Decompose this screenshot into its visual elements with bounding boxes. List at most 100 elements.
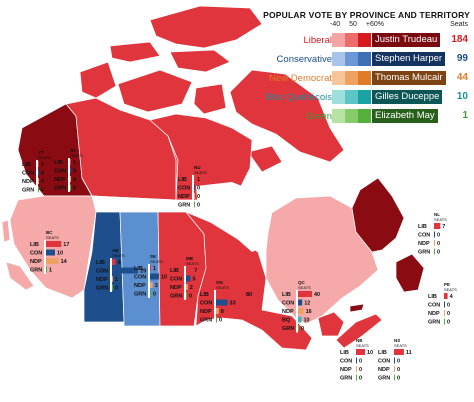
callout-seat-bar bbox=[434, 231, 435, 238]
callout-seat-bar bbox=[194, 184, 195, 191]
legend-row-conservative: Conservative Stephen Harper 99 bbox=[252, 50, 470, 69]
legend-title: POPULAR VOTE BY PROVINCE AND TERRITORY bbox=[263, 10, 470, 20]
callout-party-label: CON bbox=[200, 301, 212, 307]
legend-swatch bbox=[358, 52, 371, 66]
legend-party-name: Green bbox=[305, 111, 332, 122]
legend-swatch bbox=[358, 90, 371, 104]
arctic-islands bbox=[79, 5, 345, 173]
callout-party-label: GRN bbox=[22, 188, 34, 194]
callout-seat-number: 0 bbox=[447, 303, 450, 309]
callout-seat-number: 1 bbox=[73, 160, 76, 166]
callout-party-label: NDP bbox=[200, 309, 212, 315]
callout-party-label: GRN bbox=[418, 250, 430, 256]
callout-seat-number: 0 bbox=[41, 188, 44, 194]
legend-leader-name: Justin Trudeau bbox=[372, 33, 441, 47]
callout-seat-number: 0 bbox=[397, 376, 400, 382]
callout-seat-bar bbox=[394, 366, 395, 372]
callout-party-label: LIB bbox=[418, 224, 427, 230]
callout-province-code: YT bbox=[38, 150, 44, 155]
callout-seat-bar bbox=[298, 299, 303, 306]
callout-seat-number: 5 bbox=[193, 277, 196, 283]
scale-mid: 50 bbox=[349, 21, 357, 28]
legend-leader-name: Thomas Mulcair bbox=[372, 71, 446, 85]
callout-province-code: AB bbox=[112, 248, 119, 253]
scale-low: -40 bbox=[330, 21, 341, 28]
callout-seat-bar bbox=[298, 325, 299, 331]
callout-seat-number: 0 bbox=[115, 286, 118, 292]
legend-swatch bbox=[345, 71, 358, 85]
callout-seat-bar bbox=[70, 184, 71, 191]
province-labrador bbox=[351, 177, 405, 253]
callout-seat-number: 1 bbox=[197, 177, 200, 183]
callout-seat-bar bbox=[194, 201, 195, 208]
callout-seat-number: 0 bbox=[447, 311, 450, 317]
callout-party-label: GRN bbox=[170, 294, 182, 300]
callout-seat-number: 0 bbox=[41, 171, 44, 177]
island-haida-gwaii bbox=[1, 219, 11, 243]
legend-swatch bbox=[332, 71, 345, 85]
callout-seat-number: 0 bbox=[197, 186, 200, 192]
callout-seat-number: 11 bbox=[406, 350, 412, 356]
callout-party-label: NDP bbox=[22, 179, 34, 185]
callout-seat-bar bbox=[394, 357, 395, 364]
callout-party-label: NDP bbox=[178, 194, 190, 200]
callout-seat-bar bbox=[38, 169, 39, 176]
callout-seat-bar bbox=[434, 223, 441, 229]
callout-seats-label: SEATS bbox=[394, 343, 407, 348]
callout-province-code: SK bbox=[150, 254, 157, 259]
callout-party-label: CON bbox=[134, 275, 146, 281]
callout-party-label: NDP bbox=[428, 311, 440, 317]
callout-seat-number: 0 bbox=[301, 326, 304, 332]
callout-party-label: NDP bbox=[170, 285, 182, 291]
callout-seat-number: 0 bbox=[397, 367, 400, 373]
callout-seat-bar bbox=[194, 176, 195, 182]
legend-scale-header: -40 50 +60% Seats bbox=[252, 20, 470, 31]
callout-seat-bar bbox=[356, 349, 365, 355]
callout-seat-bar bbox=[38, 161, 39, 167]
callout-seat-bar bbox=[46, 241, 62, 247]
callout-seat-number: 10 bbox=[57, 251, 63, 257]
callout-province-code: NU bbox=[194, 165, 201, 170]
legend: POPULAR VOTE BY PROVINCE AND TERRITORY -… bbox=[252, 10, 470, 126]
callout-seat-number: 33 bbox=[230, 301, 236, 307]
callout-province-code: NB bbox=[356, 338, 363, 343]
callout-party-label: CON bbox=[22, 171, 34, 177]
callout-seat-number: 0 bbox=[359, 359, 362, 365]
callout-party-label: NDP bbox=[134, 283, 146, 289]
callout-seat-number: 40 bbox=[314, 292, 320, 298]
callout-seat-bar bbox=[150, 282, 153, 288]
island-southampton bbox=[247, 145, 283, 173]
callout-seat-bar bbox=[444, 293, 448, 299]
callout-seat-number: 14 bbox=[61, 259, 68, 265]
legend-swatch bbox=[332, 52, 345, 66]
callout-party-label: LIB bbox=[200, 292, 209, 298]
callout-party-label: LIB bbox=[178, 177, 187, 183]
legend-party-name: New Democrat bbox=[269, 73, 332, 84]
callout-axis bbox=[442, 292, 444, 326]
callout-seats-label: SEATS bbox=[186, 261, 199, 266]
callout-seat-number: 0 bbox=[219, 318, 222, 324]
callout-seat-number: 0 bbox=[437, 241, 440, 247]
legend-swatch bbox=[358, 109, 371, 123]
callout-seat-number: 0 bbox=[359, 367, 362, 373]
callout-seat-number: 0 bbox=[359, 376, 362, 382]
callout-party-label: CON bbox=[282, 301, 294, 307]
callout-seat-bar bbox=[216, 299, 228, 306]
callout-seat-bar bbox=[70, 176, 71, 182]
callout-seat-bar bbox=[444, 318, 445, 325]
callout-seat-bar bbox=[434, 240, 435, 246]
callout-axis bbox=[36, 160, 38, 194]
callout-seat-number: 10 bbox=[161, 275, 167, 281]
callout-seat-number: 80 bbox=[246, 292, 252, 298]
callout-party-label: GRN bbox=[54, 186, 66, 192]
callout-seats-label: SEATS bbox=[38, 155, 51, 160]
legend-party-name: Conservative bbox=[276, 54, 332, 65]
island-victoria bbox=[117, 69, 193, 113]
callout-seat-number: 12 bbox=[304, 301, 310, 307]
callout-party-label: CON bbox=[54, 169, 66, 175]
